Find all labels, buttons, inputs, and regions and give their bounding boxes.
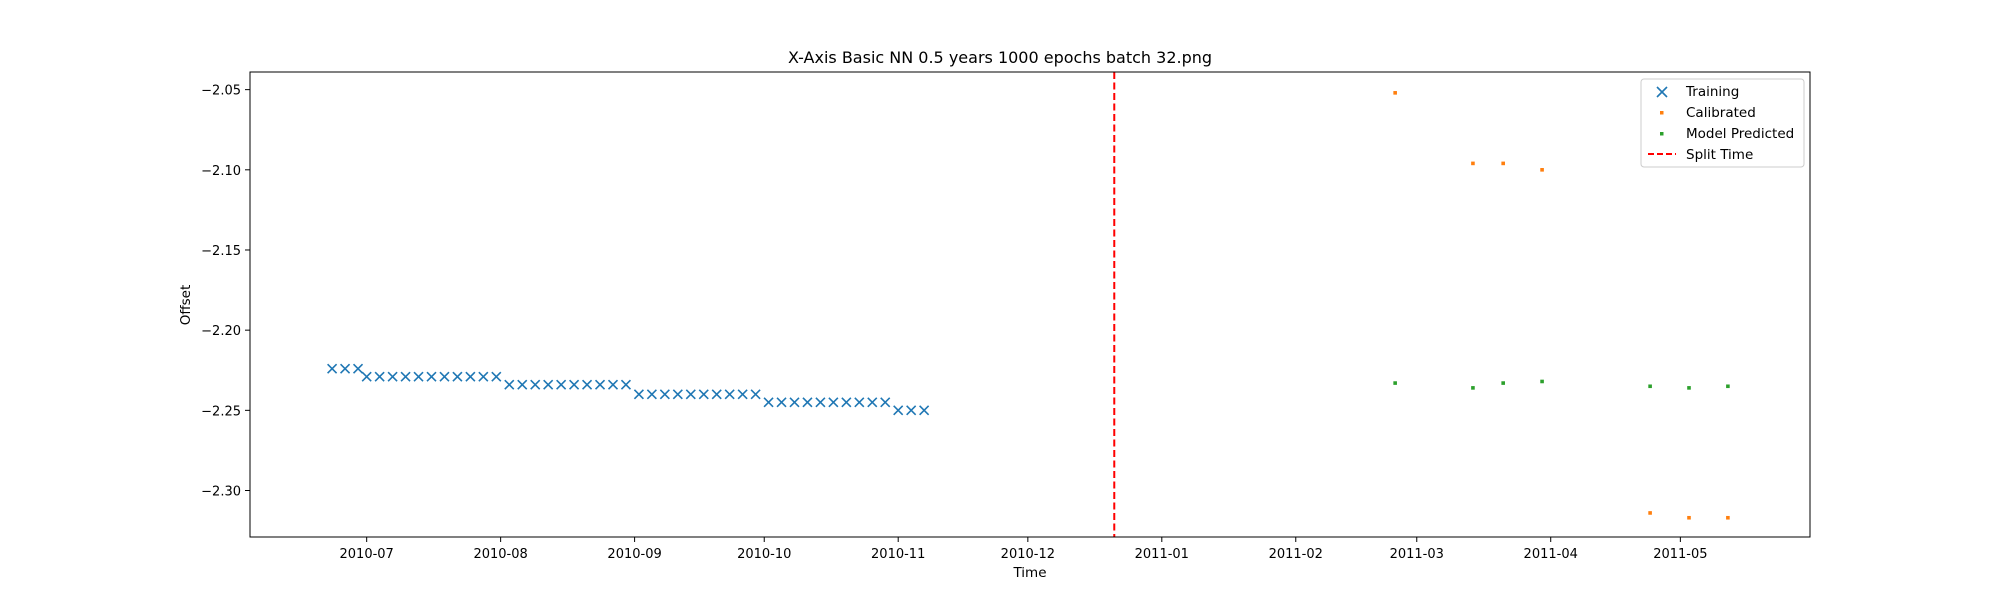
training-point [815, 397, 826, 408]
training-point [352, 363, 364, 374]
training-point [789, 397, 800, 408]
training-point [750, 389, 761, 400]
x-tick-label: 2011-05 [1653, 547, 1707, 562]
model-predicted-point [1501, 381, 1505, 385]
training-point [711, 389, 722, 400]
calibrated-point [1471, 161, 1475, 166]
training-point [724, 389, 735, 400]
x-tick-label: 2011-01 [1135, 547, 1189, 562]
training-point [672, 389, 683, 400]
x-tick-label: 2011-04 [1524, 547, 1578, 562]
legend-model-predicted-marker [1660, 132, 1664, 136]
legend-split-time-label: Split Time [1686, 147, 1753, 163]
training-point [763, 397, 774, 408]
training-point [426, 371, 437, 382]
training-point [374, 371, 385, 382]
x-tick-label: 2010-11 [871, 547, 925, 562]
y-tick-label: −2.30 [201, 485, 241, 500]
y-tick-label: −2.25 [201, 404, 241, 419]
model-predicted-point [1648, 384, 1652, 389]
training-point [867, 397, 878, 408]
training-point [491, 371, 502, 382]
model-predicted-point [1471, 386, 1475, 390]
model-predicted-point [1393, 381, 1397, 385]
training-point [737, 389, 748, 400]
training-point [633, 389, 644, 400]
training-point [620, 379, 632, 390]
y-tick-label: −2.10 [201, 164, 241, 179]
plot-area [327, 72, 1730, 537]
axes-frame [249, 71, 1811, 538]
calibrated-point [1726, 515, 1730, 520]
y-axis-label: Offset [178, 285, 194, 326]
training-point [659, 389, 670, 400]
legend-model-predicted-label: Model Predicted [1686, 126, 1794, 142]
training-point [906, 405, 917, 416]
training-point [854, 397, 865, 408]
training-point [556, 379, 567, 390]
calibrated-point [1393, 91, 1397, 95]
training-point [387, 371, 398, 382]
training-point [802, 397, 813, 408]
training-point [340, 363, 351, 374]
training-point [569, 379, 580, 390]
training-point [646, 389, 657, 400]
training-point [685, 389, 696, 400]
calibrated-point [1501, 161, 1505, 166]
x-tick-label: 2010-10 [737, 547, 791, 562]
training-point [517, 379, 528, 390]
training-point [698, 389, 709, 400]
legend-calibrated-marker [1660, 111, 1664, 115]
training-point [893, 405, 904, 416]
legend-training-label: Training [1685, 84, 1739, 100]
x-tick-label: 2010-09 [607, 547, 661, 562]
y-axis: −2.05 −2.10 −2.15 −2.20 −2.25 −2.30 [201, 84, 250, 500]
training-point [919, 405, 930, 416]
legend-training-marker [1656, 86, 1668, 98]
training-point [841, 397, 852, 408]
training-point [504, 379, 515, 390]
x-axis: 2010-07 2010-08 2010-09 2010-10 2010-11 2010-… [340, 537, 1708, 562]
training-point [400, 371, 411, 382]
training-point [478, 371, 489, 382]
training-point [607, 379, 619, 390]
training-point [543, 379, 554, 390]
y-tick-label: −2.05 [201, 84, 241, 99]
training-point [465, 371, 476, 382]
training-point [327, 363, 338, 374]
y-tick-label: −2.20 [201, 324, 241, 339]
training-point [361, 371, 372, 382]
x-tick-label: 2010-12 [1001, 547, 1055, 562]
legend-calibrated-label: Calibrated [1686, 105, 1756, 121]
training-point [776, 397, 787, 408]
training-point [594, 379, 606, 390]
training-point [439, 371, 450, 382]
x-tick-label: 2010-07 [340, 547, 394, 562]
x-tick-label: 2010-08 [473, 547, 527, 562]
x-axis-label: Time [1012, 565, 1046, 581]
calibrated-point [1648, 511, 1652, 515]
chart-title: X-Axis Basic NN 0.5 years 1000 epochs ba… [788, 48, 1212, 67]
training-point [452, 371, 463, 382]
model-predicted-point [1687, 386, 1691, 390]
training-point [413, 371, 424, 382]
x-tick-label: 2011-03 [1390, 547, 1444, 562]
x-tick-label: 2011-02 [1269, 547, 1323, 562]
training-point [530, 379, 541, 390]
legend-frame [1640, 78, 1805, 168]
training-point [828, 397, 839, 408]
training-point [880, 397, 891, 408]
y-tick-label: −2.15 [201, 244, 241, 259]
calibrated-point [1687, 515, 1691, 520]
calibrated-point [1540, 168, 1544, 172]
model-predicted-point [1726, 384, 1730, 389]
legend: Training Calibrated Model Predicted Spli… [1640, 78, 1805, 168]
training-point [581, 379, 593, 390]
model-predicted-point [1540, 379, 1544, 384]
